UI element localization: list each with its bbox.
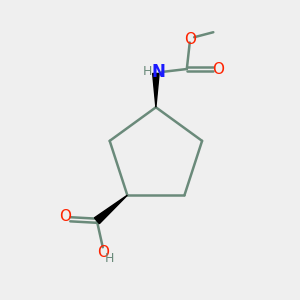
Polygon shape (153, 74, 159, 107)
Text: O: O (59, 209, 71, 224)
Text: O: O (184, 32, 196, 47)
Text: N: N (151, 63, 165, 81)
Text: H: H (105, 252, 114, 265)
Text: O: O (98, 245, 110, 260)
Text: O: O (212, 61, 224, 76)
Text: H: H (142, 65, 152, 79)
Polygon shape (94, 195, 127, 224)
